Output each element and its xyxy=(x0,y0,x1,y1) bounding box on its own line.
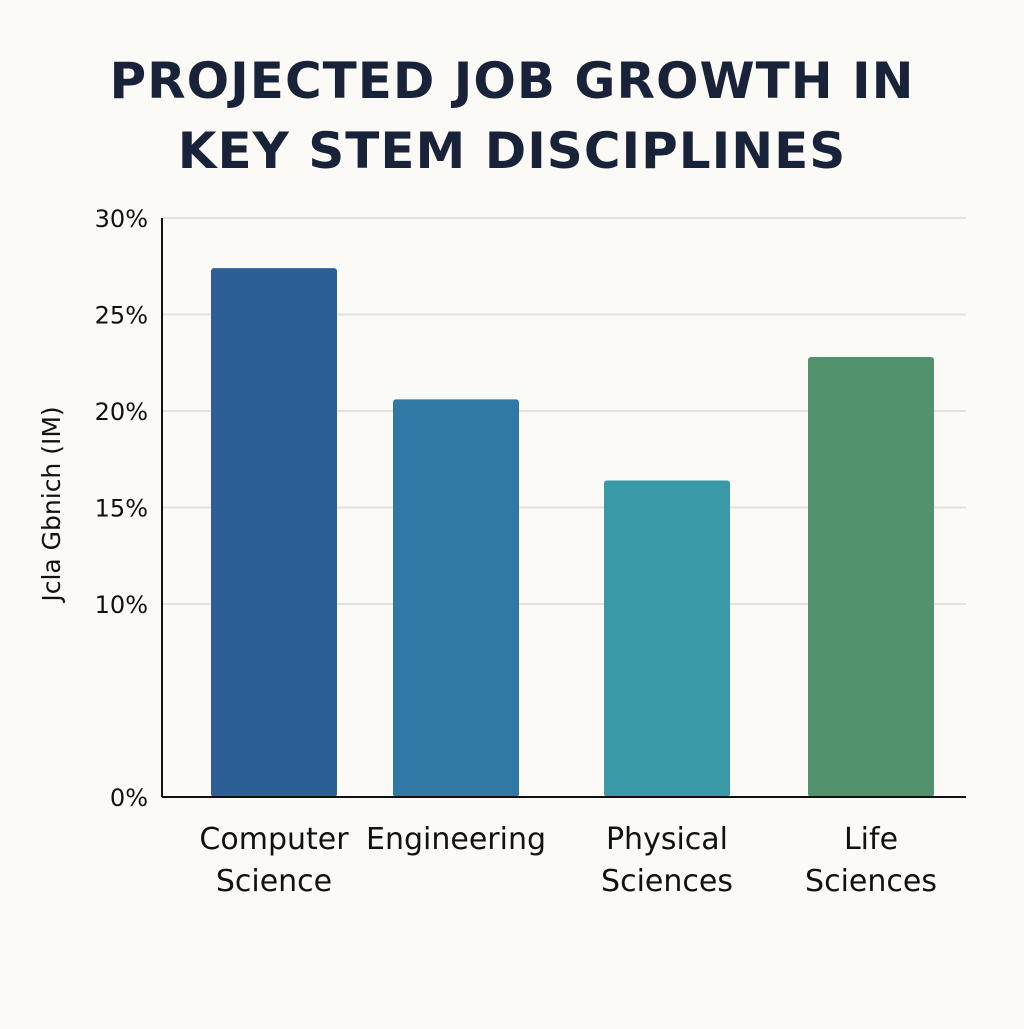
x-category-label: Sciences xyxy=(805,864,937,899)
x-category-label: Life xyxy=(844,822,898,857)
x-category-label: Engineering xyxy=(366,822,546,857)
x-category-label: Physical xyxy=(606,822,728,857)
y-tick-label: 25% xyxy=(95,302,148,330)
bar xyxy=(393,399,519,797)
y-axis-tick-labels: 0% 10% 15% 20% 25% 30% xyxy=(95,205,148,812)
y-tick-label: 10% xyxy=(95,591,148,619)
y-axis-title: Jcla Gbnich (IM) xyxy=(37,406,66,603)
bar xyxy=(808,356,934,797)
x-category-label: Computer xyxy=(199,822,349,857)
y-tick-label: 0% xyxy=(110,784,148,812)
axes xyxy=(161,218,966,798)
y-tick-label: 15% xyxy=(95,495,148,523)
chart-title-line-1: PROJECTED JOB GROWTH IN xyxy=(110,52,915,110)
x-category-label: Sciences xyxy=(601,864,733,899)
y-tick-label: 30% xyxy=(95,205,148,233)
y-tick-label: 20% xyxy=(95,398,148,426)
chart-title-line-2: KEY STEM DISCIPLINES xyxy=(178,122,847,180)
bars xyxy=(211,268,934,797)
x-axis-category-labels: Computer Science Engineering Physical Scienc… xyxy=(199,822,937,899)
bar xyxy=(211,268,337,797)
bar xyxy=(604,480,730,797)
x-category-label: Science xyxy=(216,864,332,899)
chart-title: PROJECTED JOB GROWTH IN KEY STEM DISCIPL… xyxy=(110,52,915,180)
